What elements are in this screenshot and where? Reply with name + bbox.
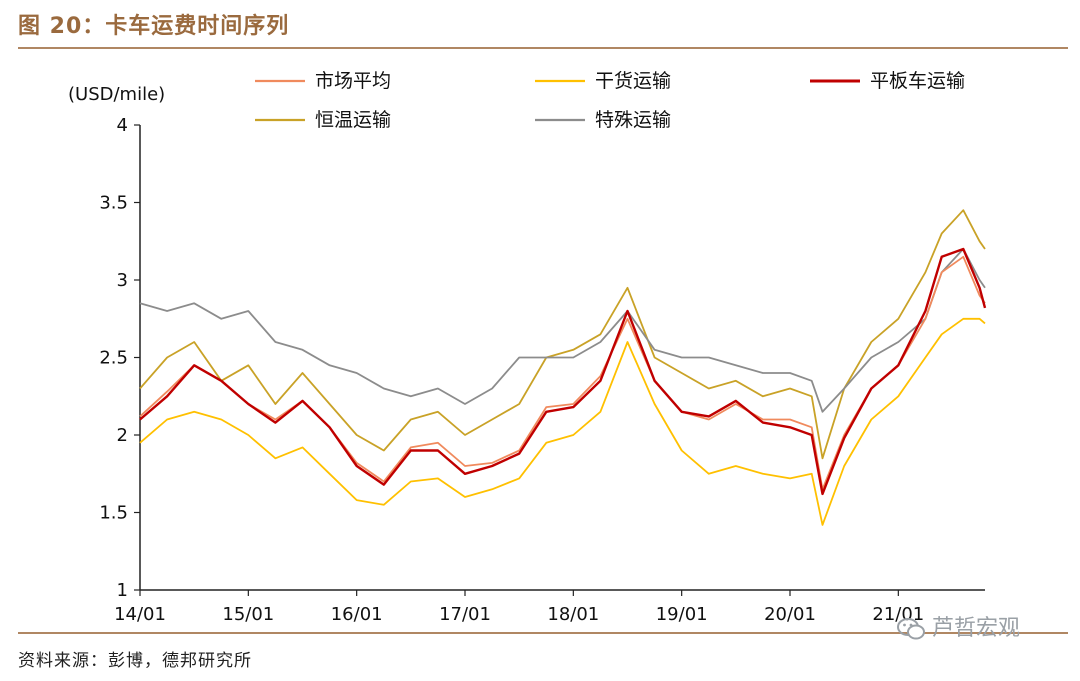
series-line-2 xyxy=(139,247,987,496)
legend-label-1: 干货运输 xyxy=(595,70,671,92)
truck-freight-chart: 1 1.5 2 2.5 3 3.5 4 14/01 15/01 16/01 17/01 18/01 19… xyxy=(68,70,987,625)
source-note: 资料来源：彭博，德邦研究所 xyxy=(18,651,252,671)
series-line-3 xyxy=(139,209,986,460)
x-tick-label: 15/01 xyxy=(222,604,274,625)
x-tick-label: 18/01 xyxy=(547,604,599,625)
figure-title: 图 20：卡车运费时间序列 xyxy=(18,14,290,39)
y-tick-label: 3.5 xyxy=(99,193,128,214)
wechat-icon xyxy=(897,618,925,640)
watermark-text: 芦哲宏观 xyxy=(932,616,1021,641)
legend-label-3: 恒温运输 xyxy=(315,109,391,131)
watermark: 芦哲宏观 xyxy=(896,610,1020,642)
y-tick-label: 2.5 xyxy=(99,348,128,369)
x-tick-label: 14/01 xyxy=(114,604,166,625)
chart-axes: 1 1.5 2 2.5 3 3.5 4 14/01 15/01 16/01 17/01 18/01 19… xyxy=(99,115,985,625)
y-tick-label: 1 xyxy=(117,580,128,601)
chart-series xyxy=(139,209,987,526)
series-line-4 xyxy=(139,248,986,413)
y-tick-label: 1.5 xyxy=(99,503,128,524)
y-axis-unit: (USD/mile) xyxy=(68,84,165,105)
series-line-1 xyxy=(139,317,986,526)
y-tick-label: 2 xyxy=(117,425,128,446)
y-tick-label: 3 xyxy=(117,270,128,291)
y-tick-label: 4 xyxy=(117,115,128,136)
source-rule xyxy=(18,632,1068,634)
title-rule xyxy=(18,47,1068,49)
x-tick-label: 17/01 xyxy=(439,604,491,625)
x-tick-label: 19/01 xyxy=(656,604,708,625)
x-tick-label: 16/01 xyxy=(331,604,383,625)
legend-label-0: 市场平均 xyxy=(315,70,391,92)
legend-label-2: 平板车运输 xyxy=(870,70,965,92)
x-tick-label: 20/01 xyxy=(764,604,816,625)
legend-label-4: 特殊运输 xyxy=(595,109,671,131)
